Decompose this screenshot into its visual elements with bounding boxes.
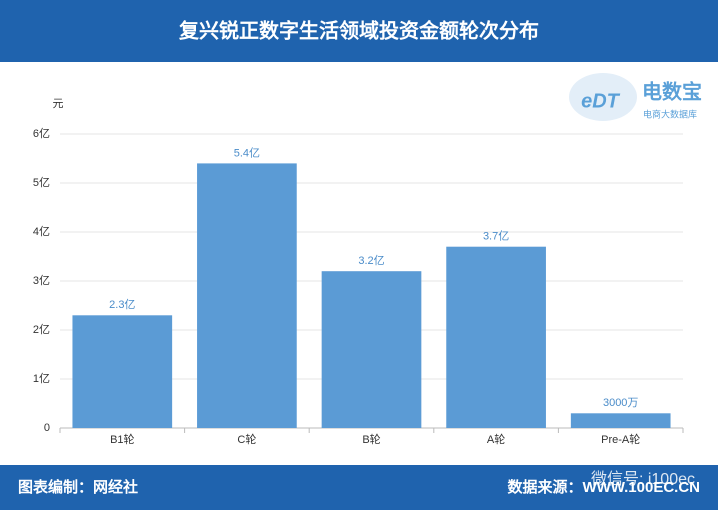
bar: [321, 271, 422, 428]
value-label: 3.7亿: [483, 230, 509, 243]
x-tick-label: A轮: [487, 432, 505, 446]
value-label: 3.2亿: [358, 254, 384, 267]
footer-compiler: 图表编制：网经社: [18, 478, 138, 496]
header-bar: [0, 0, 718, 62]
logo-subtitle: 电商大数据库: [643, 108, 697, 119]
x-tick-label: C轮: [237, 432, 256, 446]
watermark: 微信号: i100ec: [591, 470, 695, 488]
footer-bar: [0, 465, 718, 510]
chart-title: 复兴锐正数字生活领域投资金额轮次分布: [178, 18, 539, 42]
y-tick-label: 6亿: [33, 127, 50, 140]
bar: [446, 246, 546, 428]
logo-cloud: [569, 73, 637, 121]
x-tick-label: Pre-A轮: [601, 432, 640, 446]
logo-name: 电数宝: [642, 79, 702, 103]
value-label: 2.3亿: [109, 298, 135, 311]
x-tick-label: B轮: [362, 432, 380, 446]
y-tick-label: 2亿: [33, 323, 50, 336]
bar: [72, 315, 173, 428]
y-unit: 元: [53, 98, 64, 110]
y-tick-label: 0: [44, 422, 50, 434]
y-tick-label: 1亿: [33, 372, 50, 385]
bar: [570, 413, 671, 428]
y-tick-label: 4亿: [33, 225, 50, 238]
value-label: 3000万: [603, 397, 638, 409]
x-tick-label: B1轮: [110, 432, 134, 446]
plot: 0 1亿 2亿 3亿 4亿 5亿 6亿 B1轮 2.3亿 C轮 5.4亿 B轮 3.2亿 A轮 3.7亿 Pr…: [33, 127, 684, 446]
footer-source: 数据来源：WWW.100EC.CN: [507, 478, 700, 496]
y-tick-label: 3亿: [33, 274, 50, 287]
y-tick-label: 5亿: [33, 176, 50, 189]
logo-mark: eDT: [581, 90, 621, 112]
value-label: 5.4亿: [234, 146, 260, 159]
bar: [197, 163, 297, 428]
